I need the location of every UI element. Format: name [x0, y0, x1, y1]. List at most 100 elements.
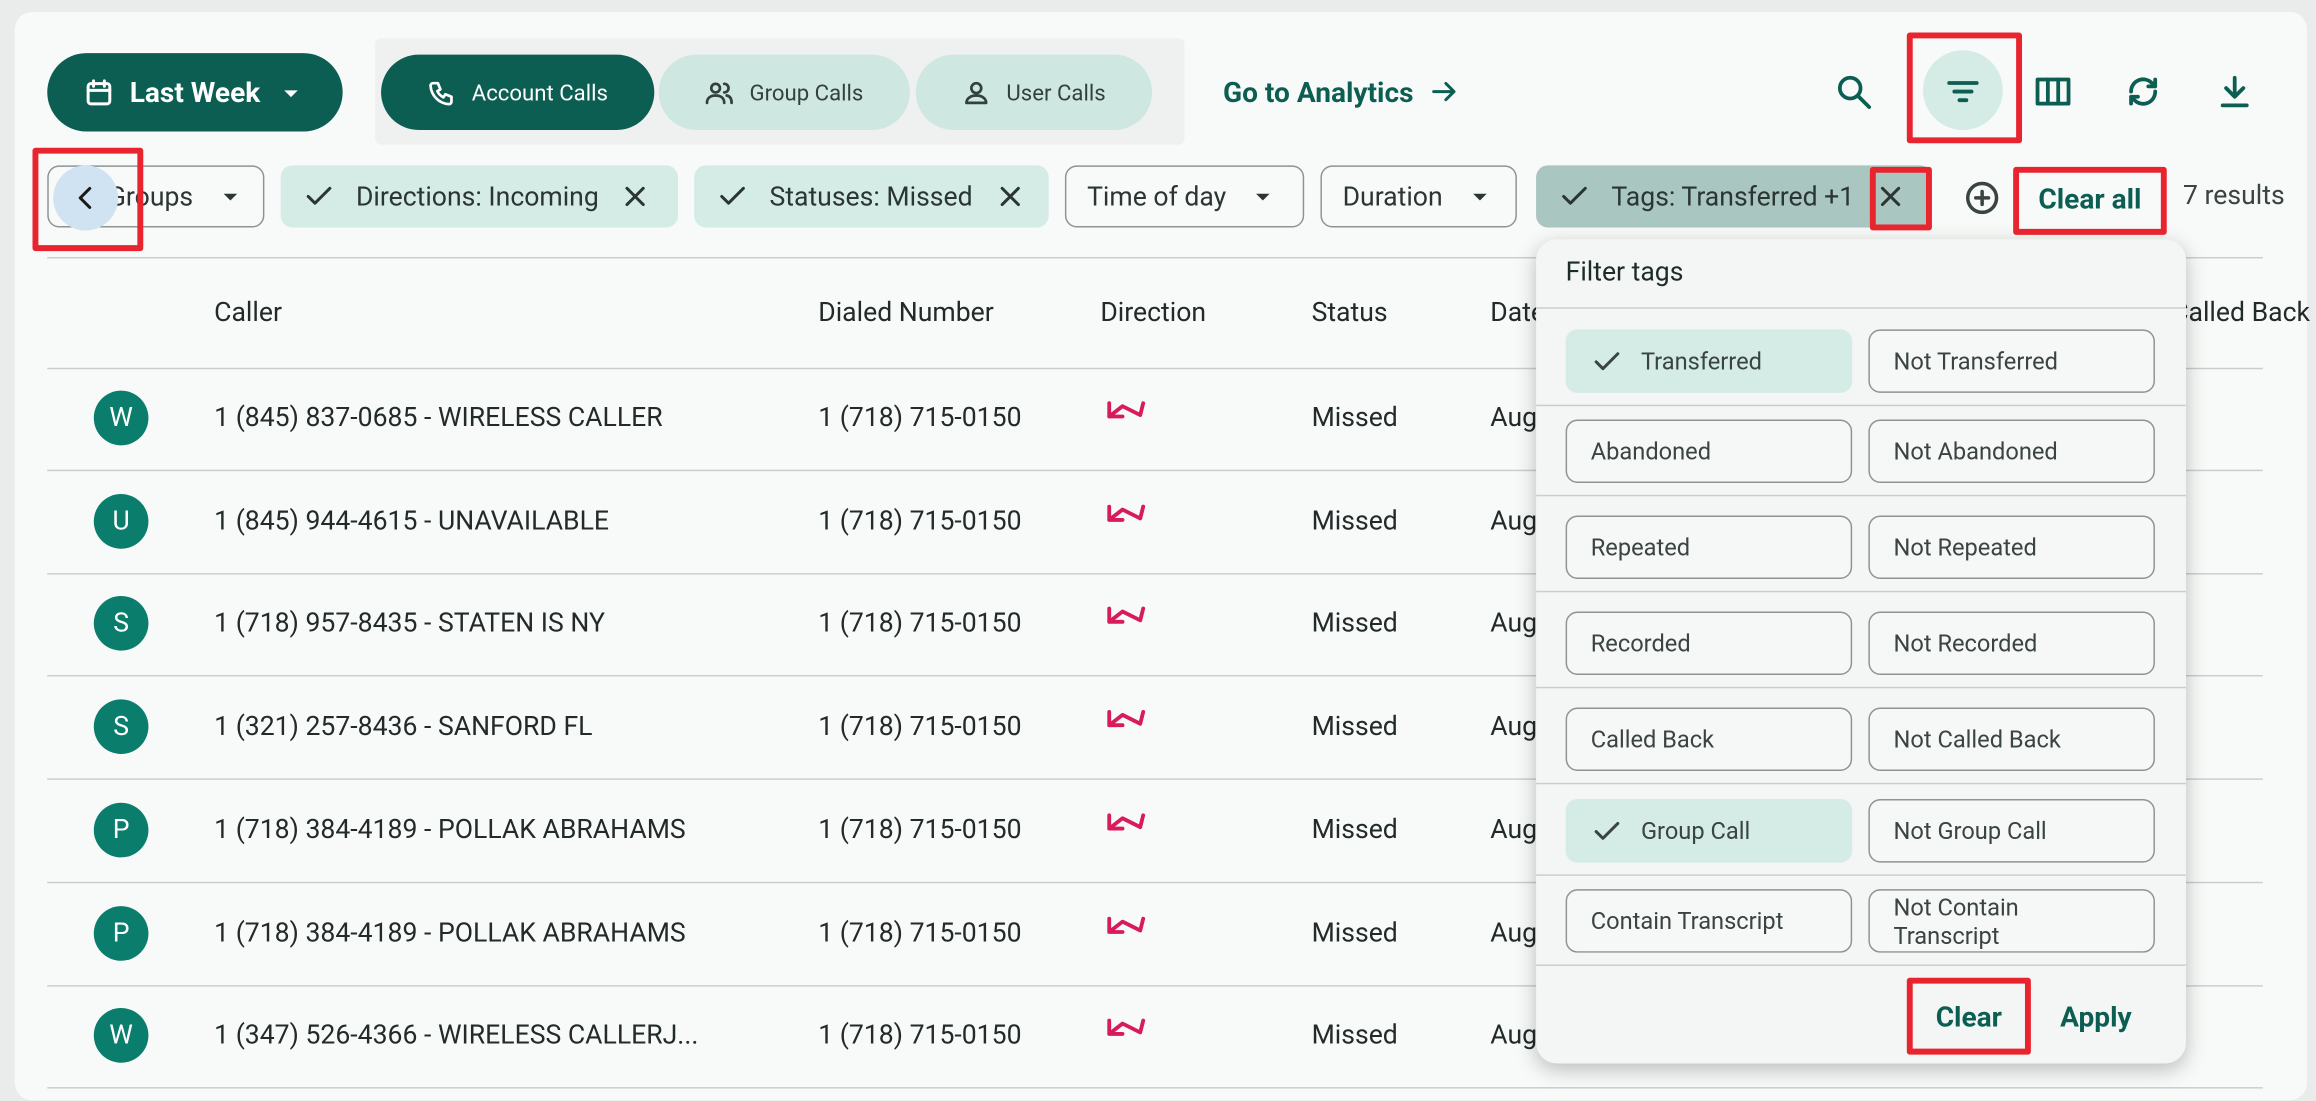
row-line [47, 469, 2263, 472]
date: Aug [1490, 711, 1538, 743]
call-tab[interactable]: Account Calls [381, 54, 655, 130]
clear-button[interactable]: Clear [1935, 999, 2002, 1034]
avatar: S [93, 596, 149, 652]
tag-label: Repeated [1590, 533, 1691, 562]
popup-line [1536, 307, 2186, 309]
date: Aug [1490, 1020, 1538, 1052]
tag-option[interactable]: Repeated [1565, 515, 1853, 579]
direction-icon [1105, 809, 1146, 839]
caller: 1 (718) 384-4189 - POLLAK ABRAHAMS [214, 814, 686, 846]
status: Missed [1311, 711, 1398, 743]
date: Aug [1490, 608, 1538, 640]
chip-label: Tags: Transferred +1 [1611, 180, 1855, 212]
avatar: U [93, 493, 149, 549]
direction-icon [1105, 397, 1146, 427]
highlight-box [1869, 166, 1932, 231]
columns-button[interactable] [2026, 65, 2079, 118]
date-range-label: Last Week [129, 75, 261, 110]
caller: 1 (347) 526-4366 - WIRELESS CALLERJ... [214, 1020, 699, 1052]
chip-label: Duration [1342, 180, 1443, 212]
search-button[interactable] [1827, 65, 1880, 118]
dialed-number: 1 (718) 715-0150 [818, 1020, 1022, 1052]
filter-chip[interactable]: Time of day [1064, 165, 1305, 228]
refresh-button-icon [2122, 71, 2163, 112]
check-icon [716, 180, 748, 212]
highlight-box [32, 147, 144, 252]
dialed-number: 1 (718) 715-0150 [818, 608, 1022, 640]
status: Missed [1311, 402, 1398, 434]
chip-label: Statuses: Missed [769, 180, 973, 212]
tag-label: Contain Transcript [1590, 906, 1784, 935]
remove-icon [1875, 180, 1907, 212]
check-icon [1558, 180, 1590, 212]
dialed-number: 1 (718) 715-0150 [818, 917, 1022, 949]
tag-option[interactable]: Not Repeated [1868, 515, 2155, 579]
tag-option[interactable]: Not Recorded [1868, 611, 2155, 675]
scroll-left-button[interactable] [53, 165, 119, 231]
tag-option[interactable]: Not Abandoned [1868, 419, 2155, 483]
tag-option[interactable]: Not Transferred [1868, 329, 2155, 393]
row-line [47, 778, 2263, 780]
tag-label: Not Repeated [1893, 533, 2037, 562]
analytics-label: Go to Analytics [1222, 74, 1414, 109]
column-header: Status [1311, 297, 1388, 329]
filter-chip[interactable]: Statuses: Missed [694, 165, 1049, 228]
caller: 1 (718) 384-4189 - POLLAK ABRAHAMS [214, 917, 686, 949]
highlight-box [1906, 977, 2031, 1055]
avatar: W [93, 1008, 149, 1063]
analytics-link[interactable]: Go to Analytics [1223, 65, 1461, 118]
apply-button[interactable]: Apply [2060, 999, 2132, 1034]
tag-option[interactable]: Abandoned [1565, 419, 1853, 483]
tag-option[interactable]: Contain Transcript [1565, 889, 1853, 953]
tag-label: Not Transferred [1893, 347, 2058, 376]
date-range-button[interactable]: Last Week [47, 53, 343, 132]
tag-label: Not Group Call [1893, 816, 2047, 845]
download-button[interactable] [2208, 65, 2261, 118]
call-tab[interactable]: Group Calls [658, 54, 910, 130]
row-line [47, 984, 2263, 986]
direction-icon [1105, 912, 1146, 942]
tag-label: Not Contain Transcript [1893, 892, 2019, 949]
results-count: 7 results [2183, 180, 2285, 212]
clear-all-button[interactable]: Clear all [2038, 180, 2142, 215]
refresh-button[interactable] [2117, 65, 2170, 118]
popup-line [1536, 590, 2186, 593]
tag-label: Not Recorded [1893, 629, 2038, 658]
chip-label: Groups [107, 180, 194, 212]
avatar: P [93, 905, 149, 961]
row-line [47, 881, 2263, 883]
tag-option[interactable]: Not Group Call [1868, 799, 2155, 863]
tag-option[interactable]: Called Back [1565, 707, 1853, 771]
columns-button-icon [2032, 71, 2073, 112]
direction-icon [1105, 1015, 1146, 1045]
column-header: Direction [1100, 297, 1207, 329]
caret-icon [1247, 180, 1279, 212]
add-filter-button[interactable] [1961, 177, 2002, 218]
call-tab[interactable]: User Calls [915, 54, 1153, 130]
tag-option[interactable]: Transferred [1565, 329, 1853, 393]
filter-button[interactable] [1936, 65, 1989, 118]
avatar: P [93, 802, 149, 858]
tab-icon [705, 78, 735, 108]
tag-option[interactable]: Not Called Back [1868, 707, 2155, 771]
calendar-icon [82, 76, 114, 108]
tag-label: Called Back [1590, 725, 1715, 754]
highlight-box [1906, 32, 2023, 144]
tag-option[interactable]: Recorded [1565, 611, 1853, 675]
remove-icon [993, 180, 1025, 212]
filter-chip[interactable]: Duration [1320, 165, 1517, 228]
download-button-icon [2214, 71, 2255, 112]
tag-option[interactable]: Not Contain Transcript [1868, 889, 2155, 953]
dialed-number: 1 (718) 715-0150 [818, 814, 1022, 846]
tab-icon [962, 78, 992, 108]
caller: 1 (718) 957-8435 - STATEN IS NY [214, 608, 605, 640]
tag-option[interactable]: Group Call [1565, 799, 1853, 863]
status: Missed [1311, 814, 1398, 846]
filter-chip[interactable]: Directions: Incoming [280, 165, 678, 228]
avatar: S [93, 699, 149, 755]
header-line [47, 367, 2263, 370]
filter-chip[interactable]: Tags: Transferred +1 [1536, 165, 1932, 228]
dialed-number: 1 (718) 715-0150 [818, 402, 1022, 434]
caller: 1 (845) 944-4615 - UNAVAILABLE [214, 505, 610, 537]
